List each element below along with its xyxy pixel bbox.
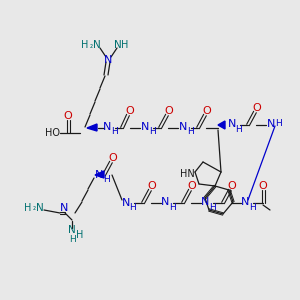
Text: H: H <box>81 40 89 50</box>
Text: H: H <box>130 203 136 212</box>
Text: N: N <box>60 203 68 213</box>
Polygon shape <box>95 171 104 178</box>
Text: N: N <box>201 197 209 207</box>
Text: H: H <box>103 176 110 184</box>
Text: N: N <box>36 203 44 213</box>
Text: O: O <box>228 181 236 191</box>
Text: H: H <box>121 40 129 50</box>
Text: N: N <box>267 119 275 129</box>
Text: HN: HN <box>180 169 194 179</box>
Text: H: H <box>274 119 281 128</box>
Text: N: N <box>241 197 249 207</box>
Text: O: O <box>188 181 196 191</box>
Text: O: O <box>253 103 261 113</box>
Text: O: O <box>109 153 117 163</box>
Text: H: H <box>111 128 117 136</box>
Text: N: N <box>122 198 130 208</box>
Text: N: N <box>103 122 111 132</box>
Text: O: O <box>202 106 211 116</box>
Text: O: O <box>165 106 173 116</box>
Text: H: H <box>169 202 176 211</box>
Text: O: O <box>64 111 72 121</box>
Text: ₂: ₂ <box>32 203 36 212</box>
Text: H: H <box>148 128 155 136</box>
Text: O: O <box>259 181 267 191</box>
Text: N: N <box>104 55 112 65</box>
Text: HO: HO <box>44 128 59 138</box>
Text: O: O <box>126 106 134 116</box>
Text: N: N <box>179 122 187 132</box>
Text: H: H <box>208 202 215 211</box>
Text: ₂: ₂ <box>89 40 93 50</box>
Text: H: H <box>69 236 75 244</box>
Text: H: H <box>24 203 32 213</box>
Polygon shape <box>218 121 225 129</box>
Text: H: H <box>187 128 194 136</box>
Text: N: N <box>161 197 169 207</box>
Text: N: N <box>114 40 122 50</box>
Text: N: N <box>93 40 101 50</box>
Text: H: H <box>249 202 255 211</box>
Text: H: H <box>236 124 242 134</box>
Text: N: N <box>95 170 103 180</box>
Polygon shape <box>87 124 97 131</box>
Text: N: N <box>141 122 149 132</box>
Text: H: H <box>76 230 84 240</box>
Text: O: O <box>148 181 156 191</box>
Text: N: N <box>228 119 236 129</box>
Text: N: N <box>68 225 76 235</box>
